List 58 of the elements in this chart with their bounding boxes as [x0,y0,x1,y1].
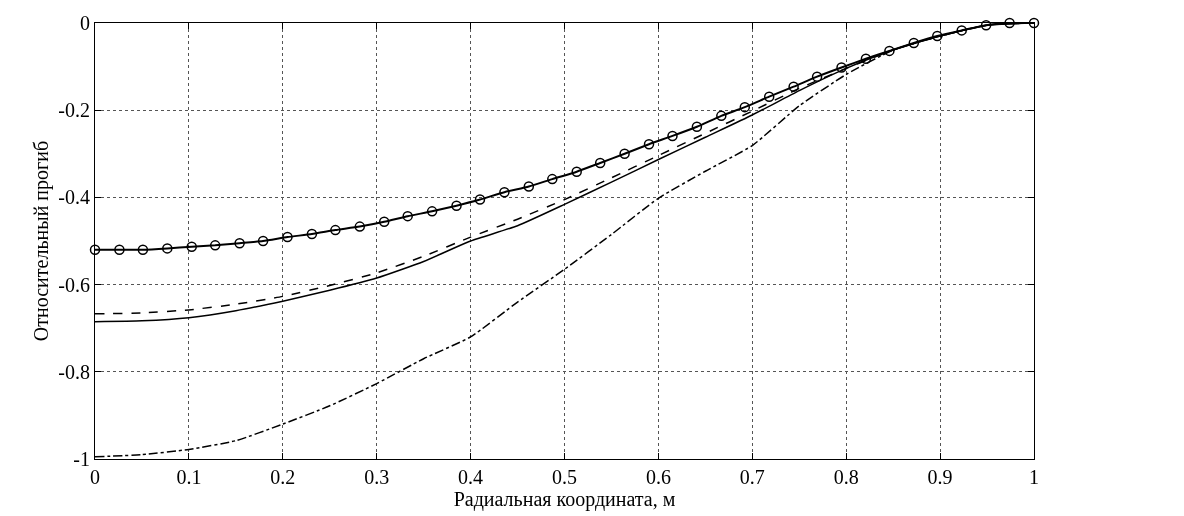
x-tick-label: 0.7 [739,466,765,488]
point [209,240,221,251]
y-tick-label: -0.4 [58,186,90,209]
point [162,243,173,254]
x-tick-label: 0.5 [552,466,577,488]
x-tick-label: 0.2 [270,466,296,488]
point [956,25,967,36]
point [691,121,703,133]
point [89,244,101,255]
x-tick-label: 1 [1029,466,1039,488]
point [378,216,390,228]
y-tick-label: -1 [73,448,90,470]
point [788,81,799,92]
point [354,221,366,232]
point [234,237,245,249]
point [571,166,582,177]
point [667,130,678,142]
point [1004,17,1015,29]
point [306,228,318,240]
point [716,110,727,122]
y-tick-label: -0.6 [58,273,90,296]
y-tick-label: -0.2 [58,99,90,122]
point [426,206,438,217]
point [811,71,823,82]
point [619,148,630,160]
point [908,37,920,49]
point [763,91,775,102]
point [836,62,847,73]
point [402,210,413,222]
point [523,181,535,192]
point [499,186,510,198]
point [547,173,558,185]
x-tick-label: 0.4 [458,466,484,488]
x-tick-label: 0.6 [645,466,671,488]
point [860,53,872,64]
x-tick-label: 0.1 [176,466,202,488]
x-tick-label: 0.3 [364,466,390,488]
point [739,101,751,113]
x-tick-label: 0.8 [833,466,859,488]
point [137,244,149,255]
y-axis-title: Относительный прогиб [29,140,53,342]
x-axis-title: Радиальная координата, м [453,488,676,511]
point [114,244,125,255]
point [474,194,486,205]
point [330,224,341,236]
x-tick-label: 0.9 [927,466,953,488]
point [594,157,606,169]
y-tick-label: -0.8 [58,360,90,383]
point [643,138,655,150]
point [186,241,197,252]
point [451,200,462,211]
y-tick-label: 0 [80,12,90,34]
point [980,19,992,31]
point [884,45,895,57]
point [282,231,293,243]
point [1028,17,1040,29]
point [932,30,943,42]
point [257,235,269,247]
